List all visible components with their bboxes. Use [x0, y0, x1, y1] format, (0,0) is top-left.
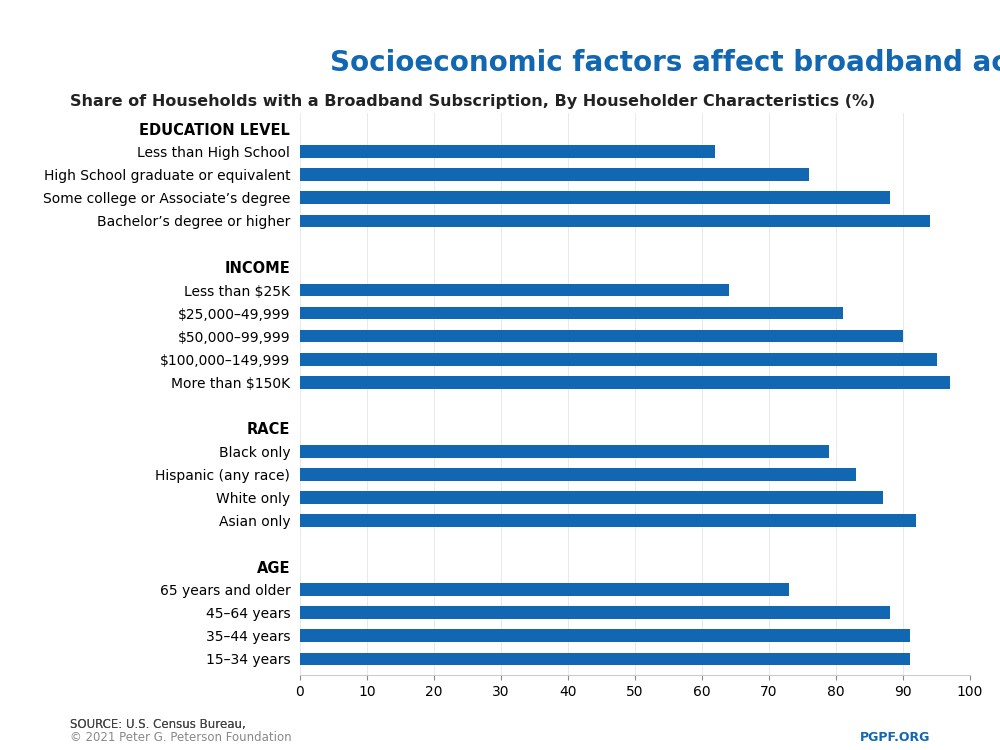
Bar — [300, 445, 829, 458]
Bar — [300, 284, 729, 296]
Text: SOURCE: U.S. Census Bureau,: SOURCE: U.S. Census Bureau, — [70, 718, 250, 731]
Bar — [300, 330, 903, 343]
Bar — [300, 468, 856, 481]
Bar — [300, 584, 789, 596]
Bar — [300, 146, 715, 158]
Bar — [300, 652, 910, 665]
Bar — [300, 607, 890, 619]
Bar — [300, 169, 809, 181]
Text: Share of Households with a Broadband Subscription, By Householder Characteristic: Share of Households with a Broadband Sub… — [70, 94, 875, 109]
Text: © 2021 Peter G. Peterson Foundation: © 2021 Peter G. Peterson Foundation — [70, 731, 292, 744]
Bar — [300, 491, 883, 504]
Bar — [300, 376, 950, 388]
Bar — [300, 307, 843, 320]
Bar — [300, 352, 936, 365]
Bar — [300, 514, 916, 527]
Text: PGPF.ORG: PGPF.ORG — [860, 731, 930, 744]
Text: PGP
FOUNDATION: PGP FOUNDATION — [94, 42, 146, 56]
Text: SOURCE: U.S. Census Bureau,: SOURCE: U.S. Census Bureau, — [70, 718, 250, 731]
Bar — [300, 214, 930, 227]
Text: Socioeconomic factors affect broadband access: Socioeconomic factors affect broadband a… — [330, 49, 1000, 76]
Bar — [300, 191, 890, 204]
Bar — [300, 629, 910, 642]
